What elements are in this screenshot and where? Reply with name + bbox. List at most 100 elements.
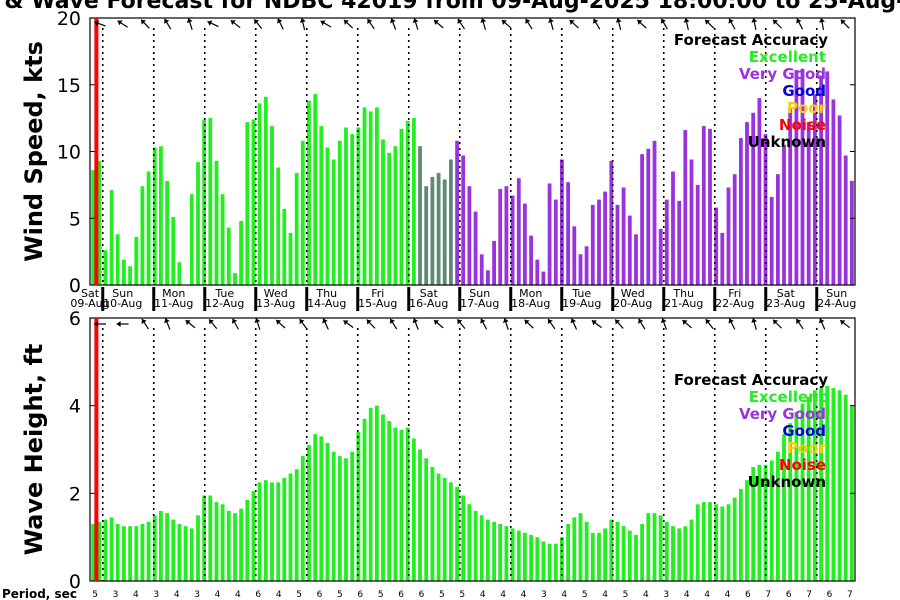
data-bar xyxy=(689,519,694,581)
y-tick-label: 2 xyxy=(69,483,81,505)
data-bar xyxy=(177,262,182,285)
period-value: 6 xyxy=(357,590,363,600)
data-bar xyxy=(362,418,367,581)
data-bar xyxy=(708,502,712,581)
data-bar xyxy=(405,120,410,285)
y-axis-label: Wave Height, ft xyxy=(20,344,48,556)
data-bar xyxy=(146,171,151,285)
direction-arrow-icon xyxy=(299,18,306,30)
y-tick-label: 15 xyxy=(57,75,81,97)
legend-item: Poor xyxy=(787,439,827,457)
period-value: 7 xyxy=(806,590,812,600)
data-bar xyxy=(109,517,114,581)
data-bar xyxy=(535,259,540,285)
data-bar xyxy=(492,521,496,581)
data-bar xyxy=(572,226,577,285)
direction-arrow-icon xyxy=(343,19,354,29)
legend-title: Forecast Accuracy xyxy=(674,371,828,389)
data-bar xyxy=(597,199,601,285)
data-bar xyxy=(689,159,694,285)
direction-arrow-icon xyxy=(683,18,690,30)
data-bar xyxy=(276,167,281,285)
data-bar xyxy=(405,427,410,581)
direction-arrow-icon xyxy=(480,318,488,330)
data-bar xyxy=(609,160,614,285)
data-bar xyxy=(529,235,533,285)
data-bar xyxy=(368,407,373,581)
data-bar xyxy=(455,486,459,581)
direction-arrow-icon xyxy=(275,319,286,329)
direction-arrow-icon xyxy=(389,18,397,30)
period-value: 4 xyxy=(561,590,567,600)
direction-arrow-icon xyxy=(796,18,804,30)
data-bar xyxy=(652,140,657,285)
direction-arrow-icon xyxy=(614,319,624,329)
date-label: 18-Aug xyxy=(511,297,550,310)
period-value: 3 xyxy=(194,590,200,600)
data-bar xyxy=(313,434,318,581)
data-bar xyxy=(436,172,441,285)
data-bar xyxy=(726,504,731,581)
day-label: Tue xyxy=(571,287,591,300)
data-bar xyxy=(479,515,484,582)
direction-arrow-icon xyxy=(322,318,329,330)
direction-arrow-icon xyxy=(185,319,196,329)
y-tick-label: 0 xyxy=(69,571,81,593)
data-bar xyxy=(677,200,682,285)
data-bar xyxy=(603,528,607,581)
legend-item: Unknown xyxy=(748,473,826,491)
data-bar xyxy=(424,458,429,581)
direction-arrow-icon xyxy=(164,18,172,30)
date-label: 15-Aug xyxy=(358,297,397,310)
data-bar xyxy=(140,186,145,285)
data-bar xyxy=(664,521,669,581)
data-bar xyxy=(473,510,478,581)
data-bar xyxy=(560,537,564,581)
plot-frame xyxy=(89,317,856,582)
period-value: 4 xyxy=(215,590,221,600)
data-bar xyxy=(769,460,774,581)
direction-arrow-icon xyxy=(705,318,714,330)
data-bar xyxy=(782,144,786,285)
data-bar xyxy=(806,122,811,285)
data-bar xyxy=(627,530,632,581)
data-bar xyxy=(449,159,453,285)
direction-arrow-icon xyxy=(818,318,826,330)
period-value: 4 xyxy=(725,590,731,600)
period-axis-label: Period, sec xyxy=(2,587,77,600)
direction-arrow-icon xyxy=(456,318,466,330)
data-bar xyxy=(344,127,348,285)
data-bar xyxy=(523,532,527,581)
data-bar xyxy=(461,495,466,581)
data-bar xyxy=(708,128,712,285)
data-bar xyxy=(399,128,404,285)
data-bar xyxy=(566,524,570,581)
data-bar xyxy=(294,172,299,285)
data-bar xyxy=(535,537,540,581)
direction-arrow-icon xyxy=(457,18,465,30)
data-bar xyxy=(196,162,200,285)
data-bar xyxy=(381,414,385,581)
data-bar xyxy=(541,541,546,581)
data-bar xyxy=(251,491,256,581)
data-bar xyxy=(183,526,188,581)
data-bar xyxy=(245,499,250,581)
data-bar xyxy=(467,186,472,285)
data-bar xyxy=(621,526,626,581)
legend-item: Very Good xyxy=(739,405,826,423)
data-bar xyxy=(251,119,256,285)
data-bar xyxy=(300,456,305,581)
data-bar xyxy=(208,118,213,285)
data-bar xyxy=(103,519,108,581)
direction-arrow-icon xyxy=(412,18,419,30)
date-label: 21-Aug xyxy=(664,297,703,310)
data-bar xyxy=(430,176,435,285)
data-bar xyxy=(523,203,527,285)
direction-arrow-icon xyxy=(728,18,736,30)
direction-arrow-icon xyxy=(524,319,534,329)
data-bar xyxy=(455,140,459,285)
period-value: 4 xyxy=(643,590,649,600)
direction-arrow-icon xyxy=(299,318,308,330)
data-bar xyxy=(498,188,503,285)
period-value: 4 xyxy=(602,590,608,600)
